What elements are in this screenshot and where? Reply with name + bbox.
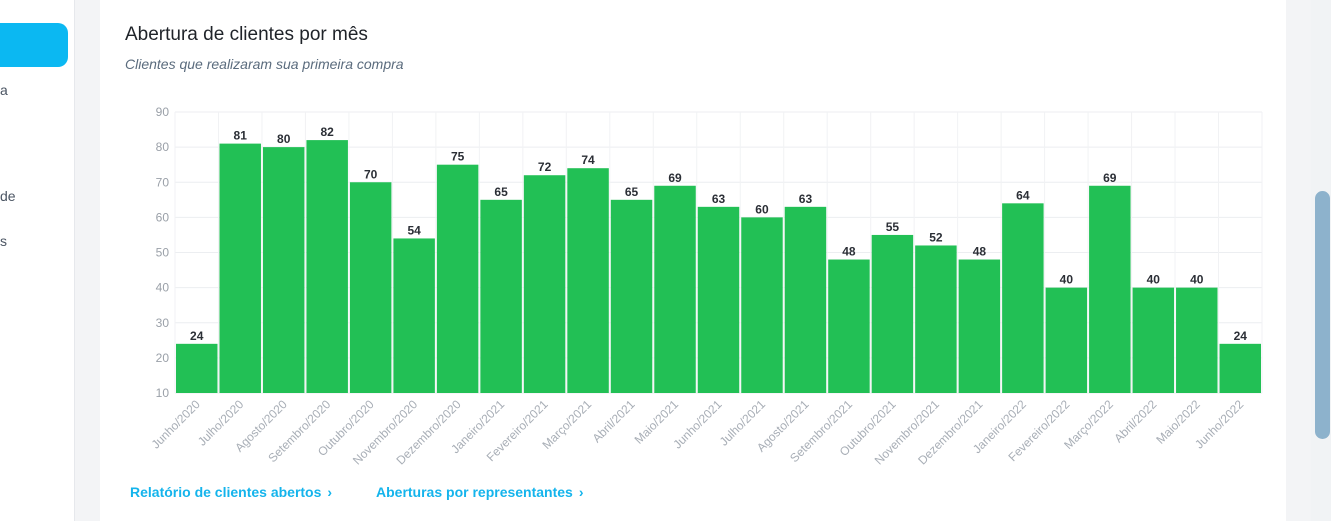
bar-data-label: 70 <box>364 167 378 181</box>
y-tick-label: 60 <box>156 210 170 224</box>
scrollbar-thumb[interactable] <box>1315 191 1330 439</box>
sidebar-item-label[interactable]: de <box>0 188 16 204</box>
sidebar: a de s <box>0 0 75 521</box>
bar-data-label: 55 <box>886 220 900 234</box>
y-tick-label: 50 <box>156 246 170 260</box>
bar <box>1219 343 1261 393</box>
bar-data-label: 69 <box>668 171 682 185</box>
y-tick-label: 70 <box>156 175 170 189</box>
y-tick-label: 40 <box>156 281 170 295</box>
bar <box>393 238 435 393</box>
sidebar-item-label[interactable]: s <box>0 233 7 249</box>
bar-data-label: 24 <box>190 329 204 343</box>
bar <box>958 259 1001 393</box>
y-tick-label: 90 <box>156 105 170 119</box>
bar-data-label: 24 <box>1234 329 1248 343</box>
bar-data-label: 52 <box>929 230 943 244</box>
y-tick-label: 80 <box>156 140 170 154</box>
bar <box>610 199 653 393</box>
representatives-link[interactable]: Aberturas por representantes › <box>376 484 584 500</box>
bar <box>480 199 522 393</box>
bar-data-label: 40 <box>1060 273 1074 287</box>
chart-title: Abertura de clientes por mês <box>125 24 368 45</box>
bar-data-label: 64 <box>1016 188 1030 202</box>
bar-data-label: 40 <box>1147 273 1161 287</box>
bar <box>1089 185 1131 393</box>
bar-data-label: 48 <box>973 245 987 259</box>
bar <box>306 140 348 393</box>
bar-data-label: 75 <box>451 150 465 164</box>
x-tick-label: Junho/2020 <box>149 397 203 451</box>
bar-data-label: 60 <box>755 202 769 216</box>
bar-data-label: 72 <box>538 160 552 174</box>
bar <box>523 175 566 393</box>
bar-data-label: 54 <box>407 223 421 237</box>
bar <box>871 234 914 393</box>
sidebar-item-label[interactable]: a <box>0 82 8 98</box>
bar-data-label: 82 <box>321 125 335 139</box>
bar-data-label: 69 <box>1103 171 1117 185</box>
bar <box>784 206 827 393</box>
bar <box>1045 287 1088 393</box>
bar <box>741 217 783 393</box>
report-link-label: Relatório de clientes abertos <box>130 484 322 500</box>
bar-data-label: 63 <box>712 192 726 206</box>
chevron-right-icon: › <box>327 484 333 500</box>
bar-data-label: 74 <box>581 153 595 167</box>
bar-data-label: 65 <box>494 185 508 199</box>
bar-data-label: 65 <box>625 185 639 199</box>
chevron-right-icon: › <box>578 484 584 500</box>
bar <box>654 185 696 393</box>
bar <box>219 143 261 393</box>
chart-card: Abertura de clientes por mês Clientes qu… <box>100 0 1286 521</box>
bar-data-label: 63 <box>799 192 813 206</box>
representatives-link-label: Aberturas por representantes <box>376 484 573 500</box>
y-tick-label: 20 <box>156 351 170 365</box>
bar <box>262 147 305 393</box>
chart-subtitle: Clientes que realizaram sua primeira com… <box>125 56 404 72</box>
bar <box>567 168 609 393</box>
y-tick-label: 30 <box>156 316 170 330</box>
sidebar-active-item[interactable] <box>0 23 68 67</box>
x-tick-label: Abril/2021 <box>590 397 638 445</box>
bar <box>1176 287 1218 393</box>
y-tick-label: 10 <box>156 386 170 400</box>
report-link[interactable]: Relatório de clientes abertos › <box>130 484 332 500</box>
bar <box>349 182 392 393</box>
x-tick-label: Abril/2022 <box>1111 397 1159 445</box>
bar-data-label: 80 <box>277 132 291 146</box>
bar <box>1132 287 1175 393</box>
bar <box>697 206 740 393</box>
bar <box>828 259 870 393</box>
bar-data-label: 81 <box>234 129 248 143</box>
bar <box>436 164 479 393</box>
bar-chart: 10203040506070809024Junho/202081Julho/20… <box>149 105 1263 468</box>
bar-data-label: 40 <box>1190 273 1204 287</box>
bar <box>915 245 957 393</box>
bar <box>176 343 218 393</box>
bar-data-label: 48 <box>842 245 856 259</box>
bar <box>1002 203 1044 393</box>
